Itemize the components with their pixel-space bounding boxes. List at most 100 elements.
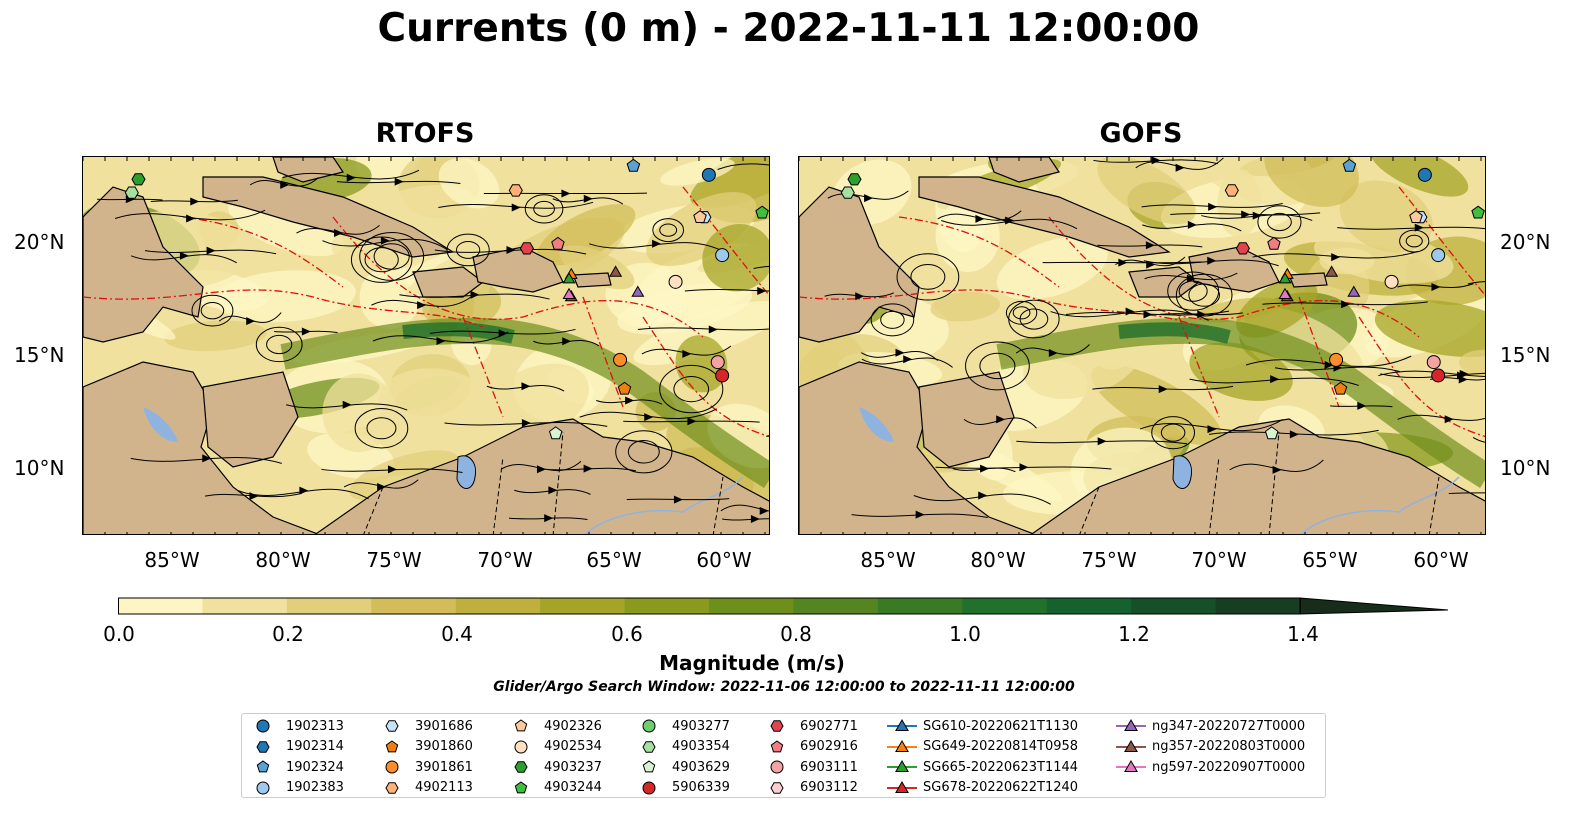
streamline-arrow bbox=[346, 173, 356, 182]
legend-hexagon-icon bbox=[385, 720, 399, 732]
lat-label-10n-left: 10°N bbox=[14, 456, 65, 480]
colorbar-tick: 0.6 bbox=[611, 622, 643, 646]
land-mass bbox=[314, 418, 769, 534]
legend-triangle-icon bbox=[1124, 739, 1138, 752]
rtofs-panel-title: RTOFS bbox=[375, 118, 475, 149]
lon-label-65w: 65°W bbox=[1302, 548, 1358, 572]
legend-hexagon-icon bbox=[514, 761, 528, 773]
streamline-arrow bbox=[1145, 241, 1155, 250]
colorbar-tick: 1.0 bbox=[949, 622, 981, 646]
platform-marker-1902383 bbox=[1431, 248, 1446, 263]
legend-entry: 4902113 bbox=[383, 778, 473, 798]
colorbar-segment bbox=[286, 598, 372, 614]
legend-marker-icon bbox=[642, 760, 656, 773]
colorbar-segment bbox=[118, 598, 203, 614]
streamline-arrow bbox=[757, 287, 767, 296]
legend-label: ng357-20220803T0000 bbox=[1152, 739, 1306, 754]
platform-marker-3901861 bbox=[613, 352, 628, 367]
legend-entry: 4903354 bbox=[640, 737, 730, 757]
legend-marker-icon bbox=[887, 739, 917, 752]
current-streamline bbox=[753, 265, 769, 269]
lon-label-60w: 60°W bbox=[696, 548, 752, 572]
legend-label: SG678-20220622T1240 bbox=[923, 780, 1079, 795]
legend-triangle-icon bbox=[1124, 760, 1138, 772]
land-mass bbox=[412, 266, 484, 298]
legend-label: 4903277 bbox=[672, 718, 730, 734]
platform-marker-4903244 bbox=[755, 205, 769, 219]
eddy-streamline bbox=[354, 408, 409, 449]
current-streamline bbox=[717, 163, 769, 170]
legend-entry: 3901686 bbox=[383, 716, 473, 736]
streamline-arrow bbox=[1241, 210, 1251, 219]
streamline-arrow bbox=[1019, 463, 1029, 472]
legend-label: 5906339 bbox=[672, 780, 730, 795]
current-magnitude-patch bbox=[1374, 300, 1485, 358]
streamline-arrow bbox=[708, 325, 718, 334]
colorbar-outline bbox=[118, 597, 1301, 615]
legend-label: 3901860 bbox=[415, 739, 473, 754]
eddy-streamline bbox=[533, 200, 555, 217]
streamline-arrow bbox=[644, 413, 654, 422]
streamline-arrow bbox=[562, 337, 572, 346]
platform-marker-4902113 bbox=[508, 184, 523, 197]
current-magnitude-patch bbox=[935, 199, 1000, 273]
streamline-arrow bbox=[334, 229, 344, 238]
streamline-arrow bbox=[498, 329, 508, 338]
lake-nicaragua bbox=[859, 407, 894, 442]
legend-circle-icon bbox=[642, 719, 656, 733]
eddy-streamline bbox=[255, 326, 303, 363]
legend-entry: SG649-20220814T0958 bbox=[887, 737, 1078, 757]
current-magnitude-patch bbox=[1236, 278, 1318, 338]
land-mass bbox=[202, 176, 455, 258]
rtofs-currents-map bbox=[82, 156, 770, 535]
lat-label-10n-right: 10°N bbox=[1500, 456, 1551, 480]
eddy-streamline bbox=[359, 232, 425, 281]
lon-label-80w: 80°W bbox=[255, 548, 311, 572]
streamline-arrow bbox=[895, 348, 905, 357]
legend-pentagon-icon bbox=[514, 719, 528, 732]
platform-marker-4903629 bbox=[1264, 426, 1279, 440]
land-mass bbox=[1030, 418, 1485, 534]
platform-marker-1902313 bbox=[701, 167, 716, 182]
legend-circle-icon bbox=[385, 760, 399, 774]
caribbean-current-band bbox=[996, 317, 1485, 489]
legend-label: 1902313 bbox=[286, 718, 344, 734]
legend-entry: SG610-20220621T1130 bbox=[887, 716, 1078, 736]
eez-boundary bbox=[682, 186, 769, 296]
lat-label-20n-right: 20°N bbox=[1500, 230, 1551, 254]
streamline-arrow bbox=[1458, 375, 1468, 384]
legend-entry: 5906339 bbox=[640, 778, 730, 798]
colorbar-tick: 1.2 bbox=[1118, 622, 1150, 646]
colorbar-tick: 0.0 bbox=[103, 622, 135, 646]
platform-marker-1902383 bbox=[715, 248, 730, 263]
land-mass bbox=[918, 371, 1015, 468]
legend-label: 6903111 bbox=[800, 759, 858, 775]
legend-label: 1902383 bbox=[286, 780, 344, 795]
current-magnitude-patch bbox=[438, 157, 500, 209]
legend-label: 3901861 bbox=[415, 759, 473, 775]
legend-label: 4903354 bbox=[672, 739, 730, 754]
platform-marker-4902326 bbox=[693, 210, 707, 223]
platform-marker-4903237 bbox=[847, 173, 862, 186]
lake-nicaragua bbox=[143, 407, 178, 442]
platform-marker-ng357-20220803T0000 bbox=[609, 265, 623, 277]
current-streamline bbox=[1472, 437, 1485, 443]
legend-marker-icon bbox=[887, 719, 917, 731]
streamline-arrow bbox=[1048, 349, 1058, 358]
streamline-arrow bbox=[394, 177, 404, 186]
eddy-streamline bbox=[652, 218, 685, 243]
eddy-streamline bbox=[456, 241, 481, 259]
current-magnitude-patch bbox=[1033, 157, 1102, 206]
current-magnitude-patch bbox=[1097, 157, 1196, 225]
figure-title: Currents (0 m) - 2022-11-11 12:00:00 bbox=[377, 6, 1200, 51]
current-magnitude-patch bbox=[1189, 342, 1293, 401]
streamline-arrow bbox=[1118, 258, 1128, 267]
legend-label: 4902326 bbox=[544, 718, 602, 734]
land-mass bbox=[202, 371, 299, 468]
legend-entry: SG678-20220622T1240 bbox=[887, 778, 1078, 798]
eddy-streamline bbox=[659, 364, 724, 414]
land-mass bbox=[572, 272, 612, 288]
lake-maracaibo bbox=[456, 455, 477, 489]
eddy-streamline bbox=[524, 194, 564, 224]
legend-entry: 4902534 bbox=[512, 737, 602, 757]
